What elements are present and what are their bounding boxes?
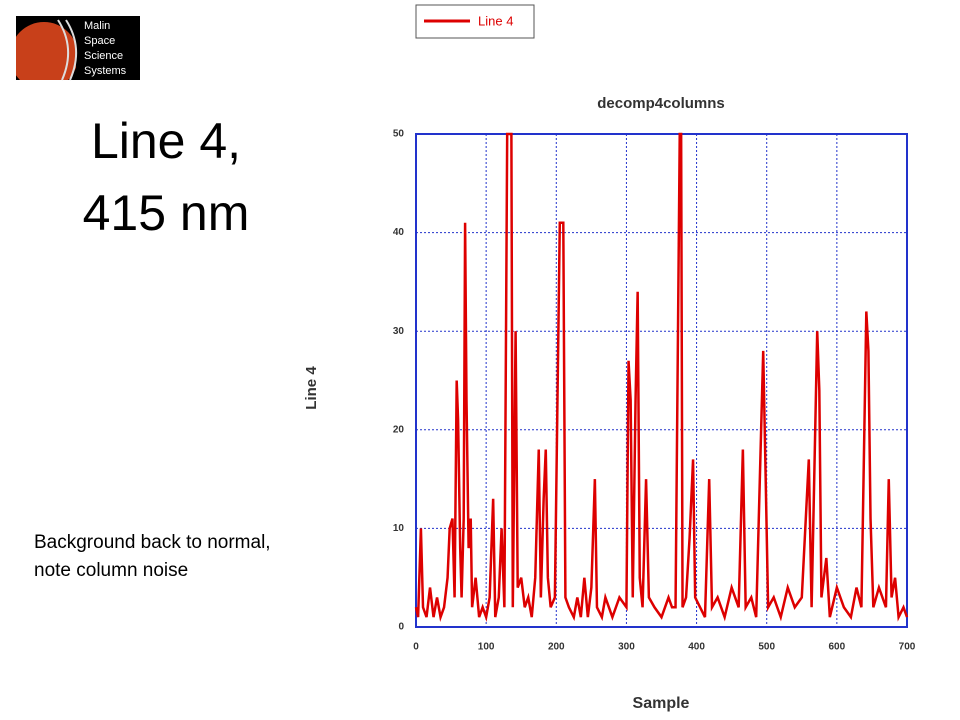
y-tick-label: 30 [393, 326, 405, 337]
y-tick-label: 40 [393, 227, 405, 238]
logo-line: Science [84, 50, 123, 62]
x-tick-label: 500 [758, 642, 775, 653]
slide-title: 415 nm [83, 185, 250, 241]
plot-frame [415, 133, 908, 628]
x-tick-label: 0 [413, 642, 419, 653]
x-tick-label: 700 [899, 642, 916, 653]
x-tick-label: 300 [618, 642, 635, 653]
logo-arcs [57, 19, 78, 81]
y-tick-label: 10 [393, 523, 405, 534]
note: Background back to normal, [34, 532, 271, 553]
x-axis-label: Sample [633, 695, 690, 712]
legend-label: Line 4 [478, 13, 513, 28]
logo-line: Malin [84, 20, 110, 32]
chart-title: decomp4columns [597, 95, 725, 112]
x-tick-label: 400 [688, 642, 705, 653]
slide-title: Line 4, [91, 113, 241, 169]
logo-planet [16, 22, 76, 80]
x-tick-label: 200 [548, 642, 565, 653]
y-axis-label: Line 4 [303, 366, 320, 410]
x-tick-label: 100 [478, 642, 495, 653]
y-tick-label: 20 [393, 424, 405, 435]
x-tick-label: 600 [829, 642, 846, 653]
data-line [414, 132, 909, 623]
y-tick-label: 50 [393, 129, 405, 140]
logo-line: Space [84, 35, 115, 47]
y-tick-label: 0 [398, 622, 404, 633]
logo-text: Malin Space Science Systems [84, 20, 127, 77]
logo-line: Systems [84, 65, 127, 77]
note: note column noise [34, 560, 188, 581]
